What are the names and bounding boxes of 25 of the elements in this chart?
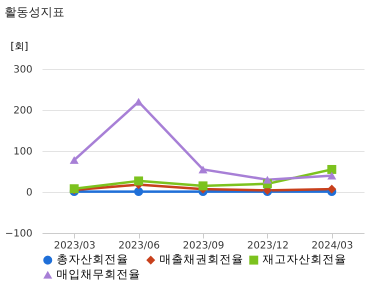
- chart-title: 활동성지표: [4, 5, 65, 19]
- x-tick-label: 2023/09: [182, 240, 224, 252]
- legend-label: 총자산회전율: [56, 252, 128, 266]
- point: [327, 164, 336, 174]
- point: [198, 181, 208, 190]
- x-tick-label: 2023/03: [54, 240, 96, 252]
- point: [327, 184, 336, 194]
- point: [134, 187, 144, 196]
- legend-label: 매출채권회전율: [160, 252, 244, 266]
- y-tick-label: 300: [13, 64, 32, 76]
- x-tick-label: 2023/12: [247, 240, 289, 252]
- legend-label: 매입채무회전율: [56, 266, 140, 281]
- x-tick-label: 2024/03: [312, 240, 354, 252]
- point: [327, 172, 336, 180]
- y-tick-label: 100: [13, 146, 32, 158]
- x-tick-label: 2023/06: [118, 240, 160, 252]
- legend-label: 재고자산회전율: [262, 252, 346, 266]
- y-tick-label: 0: [26, 188, 32, 198]
- point: [134, 176, 144, 186]
- point: [198, 166, 208, 174]
- point: [262, 176, 272, 184]
- y-tick-label: −100: [5, 228, 32, 240]
- y-axis-title: [회]: [10, 42, 28, 52]
- y-tick-label: 200: [13, 106, 32, 116]
- point: [70, 156, 79, 164]
